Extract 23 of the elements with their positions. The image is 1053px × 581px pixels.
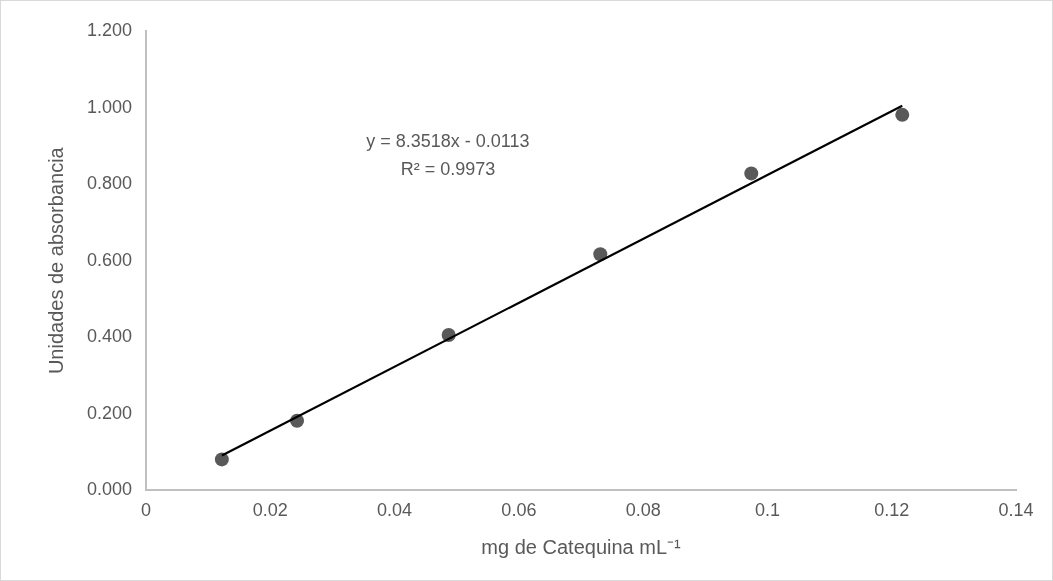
annotation: y = 8.3518x - 0.0113 — [366, 130, 530, 151]
point — [895, 107, 910, 122]
point — [744, 166, 759, 181]
x-tick-label: 0.14 — [998, 500, 1034, 521]
annotation: R² = 0.9973 — [400, 158, 496, 179]
y-tick-label: 1.000 — [87, 96, 133, 117]
x-tick-label: 0.02 — [252, 500, 288, 521]
x-tick-label: 0.06 — [501, 500, 537, 521]
x-tick-label: 0.12 — [874, 500, 910, 521]
y-tick-label: 0.600 — [87, 249, 133, 270]
y-tick-label: 0.800 — [87, 173, 133, 194]
x-axis-title: mg de Catequina mL⁻¹ — [481, 535, 682, 558]
y-tick-label: 1.200 — [87, 19, 133, 40]
point — [214, 452, 229, 467]
y-axis-title: Unidades de absorbancia — [44, 146, 67, 375]
y-tick-label: 0.000 — [87, 479, 133, 500]
x-tick-label: 0.08 — [625, 500, 661, 521]
y-tick-label: 0.400 — [87, 326, 133, 347]
point — [593, 247, 608, 262]
x-tick-label: 0 — [141, 500, 152, 521]
x-tick-label: 0.1 — [754, 500, 780, 521]
x-tick-label: 0.04 — [377, 500, 413, 521]
y-tick-label: 0.200 — [87, 402, 133, 423]
